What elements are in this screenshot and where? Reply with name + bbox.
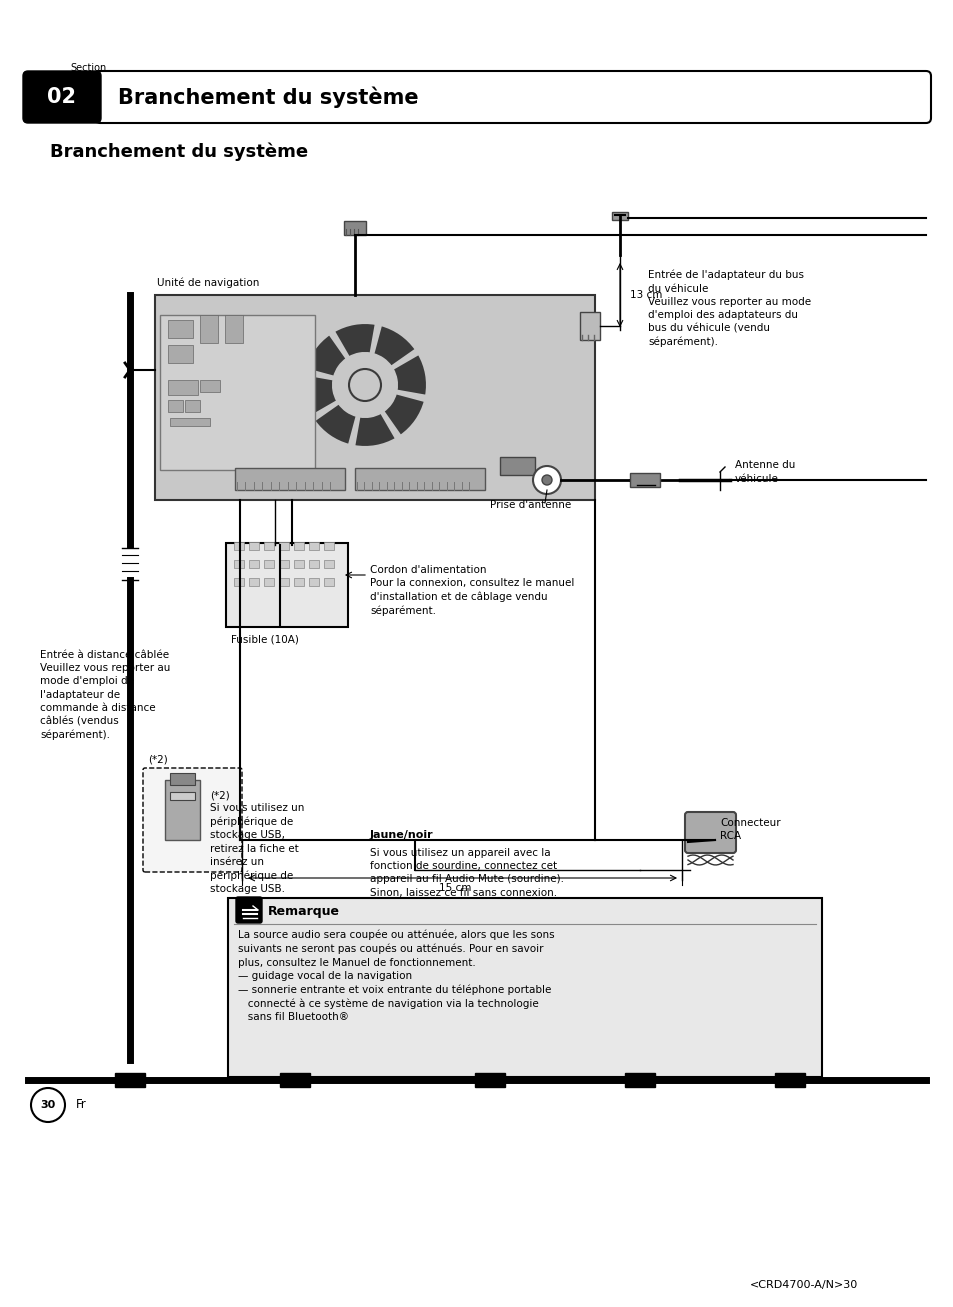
Text: Remarque: Remarque [268, 904, 339, 918]
Wedge shape [373, 325, 416, 367]
Bar [579, 312, 599, 340]
Text: Branchement du système: Branchement du système [50, 142, 308, 161]
Bar [233, 559, 244, 569]
Bar [344, 221, 366, 235]
Wedge shape [393, 354, 427, 396]
Bar [612, 212, 627, 220]
Wedge shape [334, 323, 375, 357]
Text: 02: 02 [48, 88, 76, 107]
Bar [249, 542, 258, 550]
Text: Unité de navigation: Unité de navigation [157, 278, 259, 289]
Text: Fr: Fr [76, 1098, 87, 1111]
Bar [278, 542, 289, 550]
FancyBboxPatch shape [228, 898, 821, 1077]
Bar [249, 559, 258, 569]
Text: Antenne du
véhicule: Antenne du véhicule [734, 460, 795, 484]
Text: La source audio sera coupée ou atténuée, alors que les sons
suivants ne seront p: La source audio sera coupée ou atténuée,… [237, 931, 554, 1022]
Text: Prise d'antenne: Prise d'antenne [490, 501, 571, 510]
Circle shape [541, 474, 552, 485]
Circle shape [349, 369, 380, 401]
Bar [170, 418, 210, 426]
Bar [170, 772, 194, 786]
Bar [160, 315, 314, 471]
Bar [309, 559, 318, 569]
Bar [200, 380, 220, 392]
Text: Jaune/noir: Jaune/noir [370, 830, 434, 840]
Wedge shape [354, 413, 395, 447]
Bar [324, 542, 334, 550]
Bar [294, 578, 304, 586]
Bar [624, 1073, 655, 1087]
Wedge shape [305, 335, 346, 376]
Bar [234, 468, 345, 490]
Text: (*2)
Si vous utilisez un
périphérique de
stockage USB,
retirez la fiche et
insér: (*2) Si vous utilisez un périphérique de… [210, 789, 304, 894]
Bar [278, 559, 289, 569]
Circle shape [299, 320, 430, 450]
Text: Entrée de l'adaptateur du bus
du véhicule
Veuillez vous reporter au mode
d'emplo: Entrée de l'adaptateur du bus du véhicul… [647, 271, 810, 348]
Text: Cordon d'alimentation
Pour la connexion, consultez le manuel
d'installation et d: Cordon d'alimentation Pour la connexion,… [370, 565, 574, 616]
Text: (*2): (*2) [148, 755, 168, 765]
Bar [115, 1073, 145, 1087]
FancyBboxPatch shape [226, 542, 348, 627]
Text: Connecteur
RCA: Connecteur RCA [720, 818, 780, 842]
FancyBboxPatch shape [684, 812, 735, 853]
Bar [264, 578, 274, 586]
Bar [154, 295, 595, 501]
Text: 15 cm: 15 cm [438, 884, 471, 893]
FancyBboxPatch shape [235, 897, 262, 923]
Bar [309, 578, 318, 586]
Bar [225, 315, 243, 342]
Wedge shape [314, 404, 356, 444]
Bar [185, 400, 200, 412]
Circle shape [30, 1087, 65, 1121]
Bar [309, 542, 318, 550]
Bar [499, 457, 535, 474]
FancyBboxPatch shape [143, 769, 242, 872]
FancyBboxPatch shape [95, 71, 930, 123]
Text: Fusible (10A): Fusible (10A) [231, 635, 298, 644]
FancyBboxPatch shape [23, 71, 101, 123]
Bar [475, 1073, 504, 1087]
Text: Section: Section [70, 63, 106, 73]
Circle shape [533, 467, 560, 494]
Bar [294, 559, 304, 569]
Text: 30: 30 [40, 1100, 55, 1110]
Bar [355, 468, 484, 490]
Text: 13 cm: 13 cm [629, 290, 661, 301]
Bar [170, 792, 194, 800]
Bar [264, 542, 274, 550]
Bar [168, 345, 193, 363]
Bar [324, 559, 334, 569]
Bar [324, 578, 334, 586]
Bar [200, 315, 218, 342]
Bar [280, 1073, 310, 1087]
Bar [168, 400, 183, 412]
Bar [264, 559, 274, 569]
Text: Branchement du système: Branchement du système [118, 86, 418, 107]
Bar [168, 320, 193, 339]
Bar [249, 578, 258, 586]
Bar [294, 542, 304, 550]
Bar [233, 578, 244, 586]
Text: Si vous utilisez un appareil avec la
fonction de sourdine, connectez cet
apparei: Si vous utilisez un appareil avec la fon… [370, 848, 563, 898]
Bar [278, 578, 289, 586]
Wedge shape [383, 393, 424, 435]
Bar [629, 473, 659, 488]
Text: Entrée à distance câblée
Veuillez vous reporter au
mode d'emploi de
l'adaptateur: Entrée à distance câblée Veuillez vous r… [40, 650, 171, 740]
Bar [233, 542, 244, 550]
Bar [168, 380, 198, 395]
Bar [774, 1073, 804, 1087]
Bar [165, 780, 200, 840]
Text: <CRD4700-A/N>30: <CRD4700-A/N>30 [749, 1280, 858, 1290]
Wedge shape [303, 374, 337, 416]
